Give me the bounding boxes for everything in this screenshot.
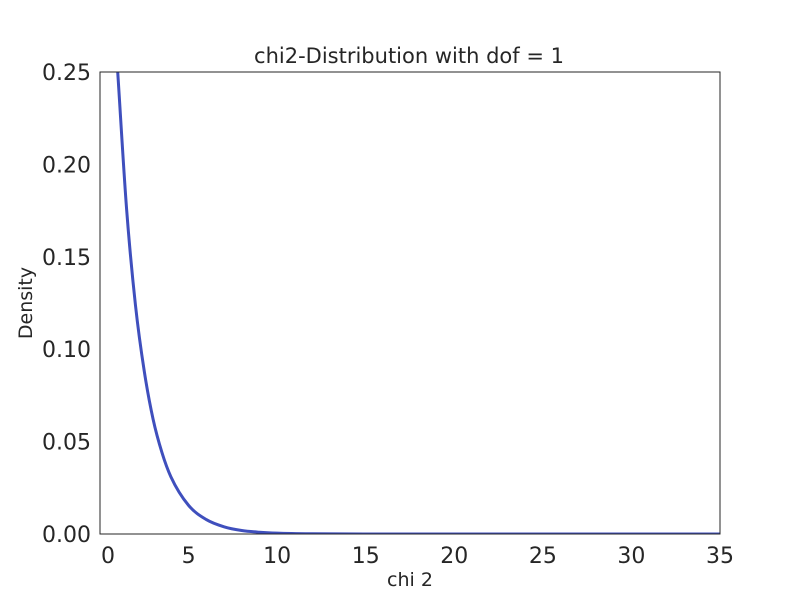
x-tick-label: 35 xyxy=(706,544,734,569)
x-tick-label: 25 xyxy=(529,544,557,569)
x-tick-label: 10 xyxy=(263,544,291,569)
y-axis-label: Density xyxy=(15,267,37,339)
x-tick-label: 20 xyxy=(440,544,468,569)
chart-title: chi2-Distribution with dof = 1 xyxy=(254,44,564,68)
y-tick-label: 0.20 xyxy=(42,153,91,178)
x-tick-label: 5 xyxy=(182,544,196,569)
y-tick-label: 0.15 xyxy=(42,246,91,271)
y-tick-label: 0.25 xyxy=(42,61,91,86)
x-axis-label: chi 2 xyxy=(387,569,433,591)
x-tick-label: 0 xyxy=(101,544,115,569)
y-tick-label: 0.00 xyxy=(42,523,91,548)
y-tick-label: 0.10 xyxy=(42,338,91,363)
x-tick-label: 15 xyxy=(352,544,380,569)
series-line-0 xyxy=(116,72,720,534)
x-tick-label: 30 xyxy=(617,544,645,569)
plot-area: 0 5 10 15 20 25 30 35 0.00 0.05 0.10 0.15 0.20 0.25 xyxy=(42,61,734,569)
y-tick-label: 0.05 xyxy=(42,431,91,456)
plot-frame xyxy=(99,71,721,535)
